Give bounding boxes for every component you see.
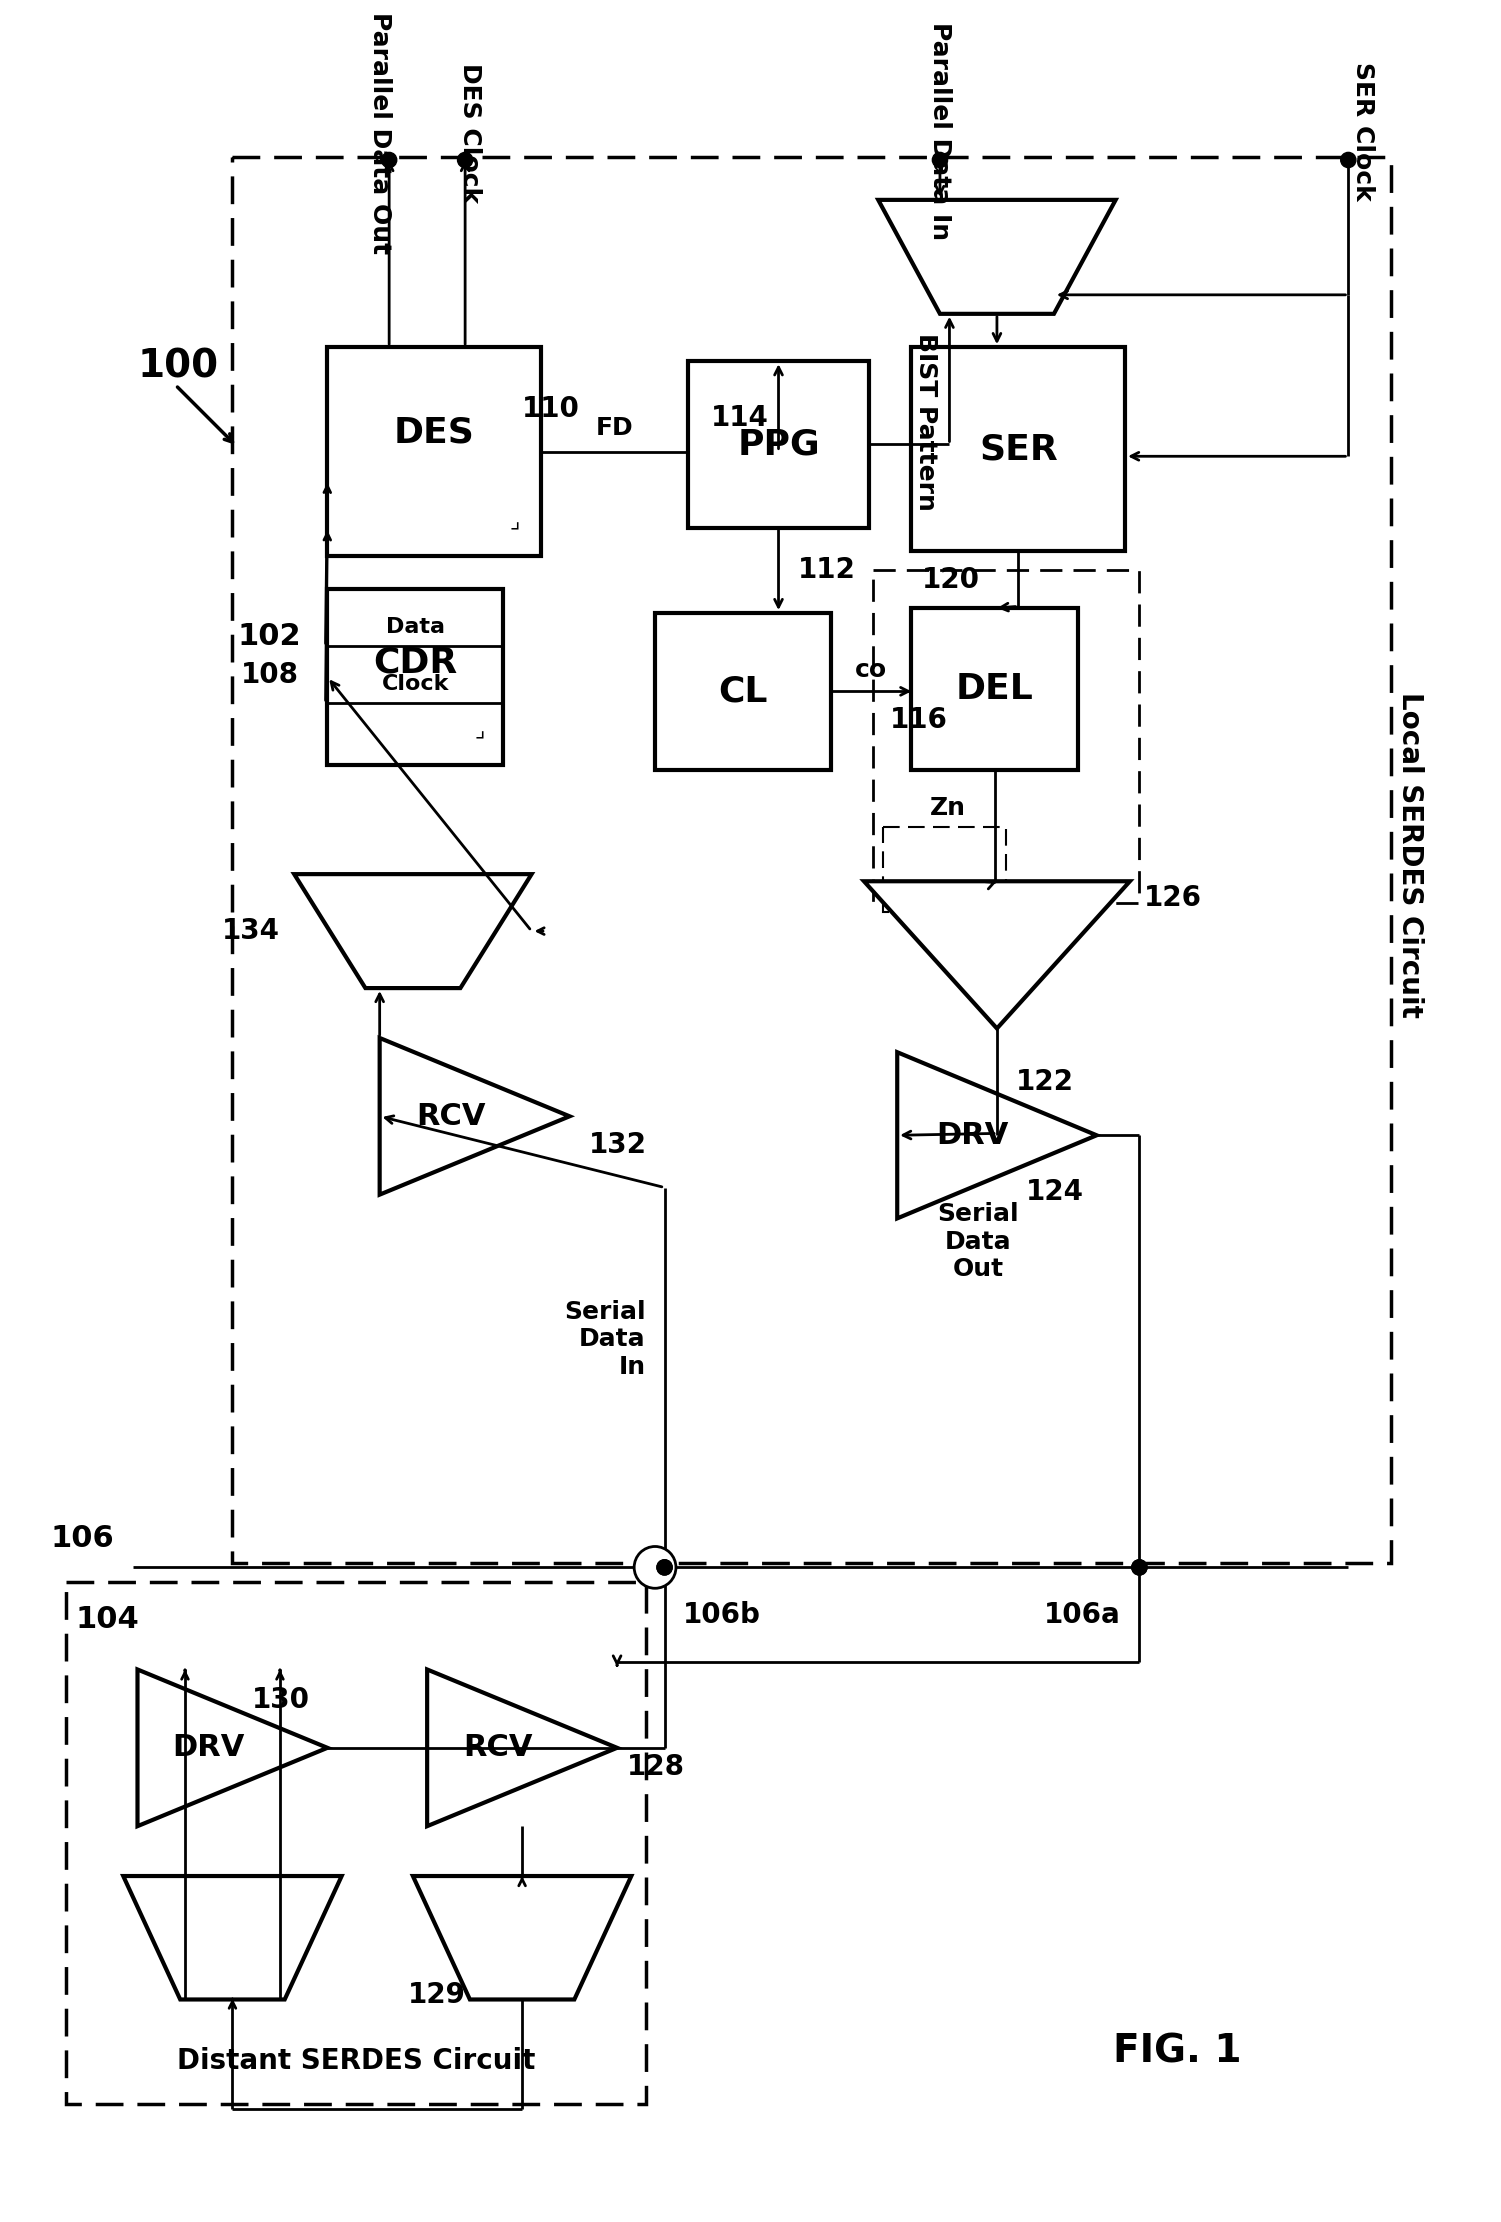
Text: Serial
Data
In: Serial Data In <box>564 1300 645 1380</box>
Text: FD: FD <box>596 416 633 440</box>
Text: 129: 129 <box>408 1980 465 2009</box>
Circle shape <box>657 1560 672 1575</box>
Bar <box>233 158 1391 1562</box>
Text: 106a: 106a <box>1045 1600 1121 1629</box>
Text: 120: 120 <box>922 567 980 593</box>
Polygon shape <box>138 1669 327 1826</box>
Text: DES: DES <box>393 416 474 449</box>
Polygon shape <box>123 1875 342 2000</box>
Polygon shape <box>878 200 1115 313</box>
Circle shape <box>1132 1560 1147 1575</box>
Polygon shape <box>898 1053 1097 1218</box>
Text: 132: 132 <box>588 1131 647 1160</box>
Text: DRV: DRV <box>935 1120 1009 1149</box>
Text: co: co <box>856 658 887 682</box>
Text: 126: 126 <box>1144 884 1202 911</box>
Text: Zn: Zn <box>931 795 967 820</box>
Polygon shape <box>294 873 531 989</box>
Text: 110: 110 <box>522 396 579 422</box>
Bar <box>66 1582 645 2104</box>
Text: 106: 106 <box>50 1524 114 1553</box>
Text: RCV: RCV <box>416 1102 486 1131</box>
Bar <box>911 609 1078 769</box>
Text: 112: 112 <box>797 556 856 584</box>
Polygon shape <box>428 1669 617 1826</box>
Text: 104: 104 <box>75 1604 140 1635</box>
Text: ⌟: ⌟ <box>509 513 519 533</box>
Text: 124: 124 <box>1025 1178 1084 1207</box>
Text: RCV: RCV <box>464 1733 533 1762</box>
Text: Data: Data <box>386 618 444 638</box>
Bar <box>883 827 1007 911</box>
Circle shape <box>633 1547 675 1589</box>
Text: Serial
Data
Out: Serial Data Out <box>937 1202 1019 1282</box>
Circle shape <box>458 153 473 167</box>
Text: Local SERDES Circuit: Local SERDES Circuit <box>1396 693 1424 1018</box>
Text: Distant SERDES Circuit: Distant SERDES Circuit <box>177 2046 534 2075</box>
Text: 122: 122 <box>1016 1069 1073 1095</box>
Circle shape <box>657 1560 672 1575</box>
Polygon shape <box>865 882 1130 1029</box>
Text: FIG. 1: FIG. 1 <box>1114 2033 1241 2071</box>
Text: 128: 128 <box>626 1753 684 1780</box>
Text: Parallel Data In: Parallel Data In <box>928 22 952 240</box>
Text: CL: CL <box>717 673 767 709</box>
Text: BIST Pattern: BIST Pattern <box>914 333 938 511</box>
Text: 130: 130 <box>252 1686 309 1715</box>
Circle shape <box>932 153 947 167</box>
Text: DES Clock: DES Clock <box>458 64 482 204</box>
Bar <box>689 362 869 527</box>
Text: 108: 108 <box>242 660 299 689</box>
Bar <box>327 589 503 764</box>
Bar <box>654 613 830 769</box>
Text: Parallel Data Out: Parallel Data Out <box>368 13 392 256</box>
Circle shape <box>381 153 396 167</box>
Text: SER Clock: SER Clock <box>1351 62 1375 200</box>
Text: 116: 116 <box>890 707 949 733</box>
Text: SER: SER <box>979 431 1058 467</box>
Polygon shape <box>380 1038 569 1195</box>
Polygon shape <box>413 1875 632 2000</box>
Text: 134: 134 <box>222 918 281 944</box>
Text: DEL: DEL <box>956 671 1033 707</box>
Circle shape <box>1340 153 1355 167</box>
Text: Clock: Clock <box>381 673 449 693</box>
Text: 100: 100 <box>138 347 219 384</box>
Text: PPG: PPG <box>737 427 820 462</box>
Circle shape <box>1132 1560 1147 1575</box>
Text: 114: 114 <box>711 404 769 433</box>
Bar <box>874 571 1139 902</box>
Text: 102: 102 <box>237 622 300 651</box>
Text: 106b: 106b <box>683 1600 761 1629</box>
Bar <box>911 347 1126 551</box>
Text: ⌟: ⌟ <box>474 722 485 742</box>
Text: DRV: DRV <box>173 1733 245 1762</box>
Bar <box>327 347 540 556</box>
Text: CDR: CDR <box>374 647 458 680</box>
